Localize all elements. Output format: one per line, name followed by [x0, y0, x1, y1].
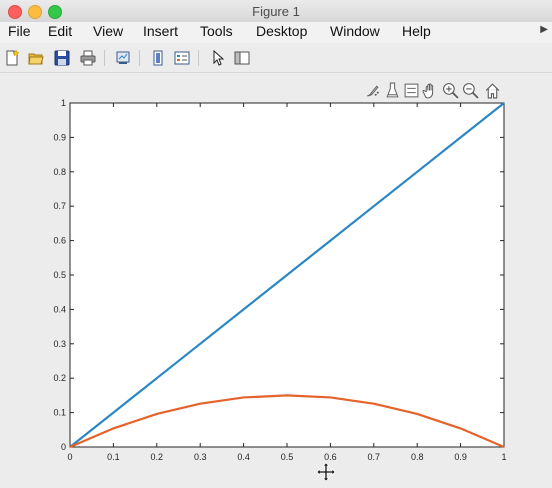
menubar: File Edit View Insert Tools Desktop Wind… [0, 22, 552, 43]
y-tick-label: 0.2 [53, 373, 66, 383]
x-tick-label: 0.1 [107, 452, 120, 462]
data-tips-icon[interactable] [384, 82, 401, 99]
series-line-1[interactable] [69, 102, 505, 448]
move-cursor-icon [316, 462, 336, 482]
y-tick-label: 0.3 [53, 339, 66, 349]
menu-desktop[interactable]: Desktop [256, 23, 308, 39]
insert-legend-icon[interactable] [174, 50, 190, 66]
window-title: Figure 1 [252, 4, 300, 19]
menu-help[interactable]: Help [402, 23, 431, 39]
show-plot-tools-icon[interactable] [234, 50, 250, 66]
menu-insert[interactable]: Insert [143, 23, 179, 39]
minimize-window-button[interactable] [28, 5, 42, 19]
menu-tools[interactable]: Tools [200, 23, 233, 39]
toolbar-separator [198, 50, 199, 66]
menu-view[interactable]: View [93, 23, 124, 39]
link-plot-icon[interactable] [115, 50, 131, 66]
x-tick-label: 0.3 [194, 452, 207, 462]
y-tick-label: 0.9 [53, 132, 66, 142]
pan-icon[interactable] [422, 82, 439, 99]
y-tick-label: 0.4 [53, 304, 66, 314]
menu-window[interactable]: Window [330, 23, 380, 39]
y-tick-label: 0.7 [53, 201, 66, 211]
y-tick-label: 0.6 [53, 236, 66, 246]
y-tick-label: 1 [61, 98, 66, 108]
x-tick-label: 0.5 [281, 452, 294, 462]
x-tick-label: 0.9 [454, 452, 467, 462]
close-window-button[interactable] [8, 5, 22, 19]
y-tick-label: 0.8 [53, 167, 66, 177]
y-axis: 0 0.1 0.2 0.3 0.4 0.5 0.6 0.7 0.8 0.9 1 [53, 98, 504, 452]
y-tick-label: 0.1 [53, 408, 66, 418]
figure-toolbar [0, 44, 552, 73]
menu-edit[interactable]: Edit [48, 23, 73, 39]
menu-file[interactable]: File [8, 23, 31, 39]
plot-lines [69, 102, 505, 449]
x-tick-label: 0.7 [368, 452, 381, 462]
axes-toolbar [364, 82, 506, 100]
x-axis: 0 0.1 0.2 0.3 0.4 0.5 0.6 0.7 0.8 0.9 1 [67, 103, 507, 462]
x-tick-label: 0.8 [411, 452, 424, 462]
menubar-overflow-icon[interactable]: ▶ [540, 24, 548, 35]
print-icon[interactable] [80, 50, 96, 66]
x-tick-label: 0.2 [151, 452, 164, 462]
edit-plot-icon[interactable] [210, 50, 226, 66]
zoom-in-icon[interactable] [442, 82, 459, 99]
x-tick-label: 0.4 [237, 452, 250, 462]
insert-colorbar-icon[interactable] [150, 50, 166, 66]
maximize-window-button[interactable] [48, 5, 62, 19]
toolbar-separator [104, 50, 105, 66]
x-tick-label: 0 [67, 452, 72, 462]
x-tick-label: 1 [501, 452, 506, 462]
zoom-out-icon[interactable] [462, 82, 479, 99]
y-tick-label: 0 [61, 442, 66, 452]
save-icon[interactable] [54, 50, 70, 66]
new-figure-icon[interactable] [4, 50, 20, 66]
x-tick-label: 0.6 [324, 452, 337, 462]
brush-icon[interactable] [364, 82, 381, 99]
home-icon[interactable] [484, 82, 501, 99]
y-tick-label: 0.5 [53, 270, 66, 280]
toolbar-separator [139, 50, 140, 66]
series-line-2[interactable] [69, 394, 505, 449]
linked-plots-icon[interactable] [403, 82, 420, 99]
open-file-icon[interactable] [28, 50, 44, 66]
